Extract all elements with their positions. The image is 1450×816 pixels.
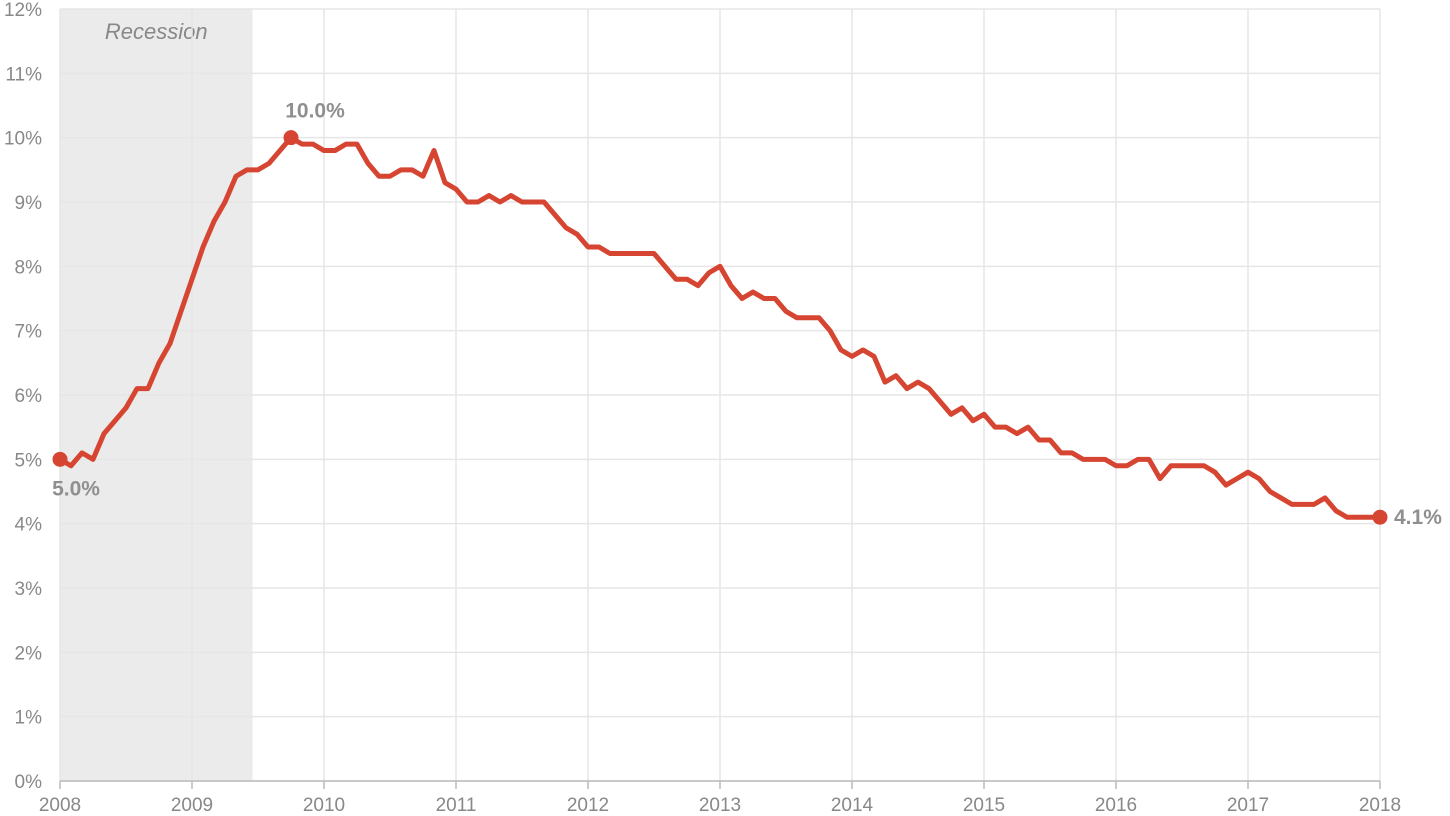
x-tick-label: 2009: [171, 795, 213, 816]
annotation-layer: 5.0% 10.0% 4.1%: [52, 100, 1442, 530]
grid-layer: [59, 8, 1381, 782]
x-tick-label: 2014: [831, 795, 874, 816]
x-tick-label: 2011: [436, 795, 477, 816]
x-tick-label: 2013: [699, 795, 741, 816]
y-tick-label: 5%: [15, 450, 43, 471]
y-tick-label: 4%: [15, 515, 43, 536]
recession-label: Recession: [105, 19, 208, 44]
annotation-point: [52, 451, 68, 467]
unemployment-series-line: [57, 135, 1383, 520]
annotation-point: [1372, 509, 1388, 525]
x-tick-label: 2008: [39, 795, 81, 816]
annotation-point: [283, 130, 299, 146]
series-layer: [57, 135, 1383, 520]
y-tick-label: 8%: [15, 257, 43, 278]
axis-layer: 0% 1% 2% 3% 4% 5% 6% 7% 8% 9% 10% 11% 12% 2008 2009 201…: [4, 0, 1401, 816]
y-tick-label: 12%: [4, 0, 42, 21]
x-tick-label: 2012: [567, 795, 609, 816]
y-tick-label: 11%: [5, 64, 42, 85]
y-tick-label: 0%: [15, 772, 43, 793]
annotation-label: 10.0%: [285, 100, 345, 123]
x-tick-label: 2017: [1227, 795, 1269, 816]
annotation-label: 4.1%: [1394, 506, 1442, 529]
x-tick-label: 2016: [1095, 795, 1137, 816]
y-tick-label: 2%: [15, 643, 43, 664]
x-tick-label: 2015: [963, 795, 1005, 816]
x-tick-label: 2018: [1359, 795, 1401, 816]
y-tick-label: 1%: [15, 708, 43, 729]
x-tick-label: 2010: [303, 795, 345, 816]
y-tick-label: 10%: [4, 129, 42, 150]
annotation-label: 5.0%: [52, 477, 100, 500]
y-tick-label: 7%: [15, 322, 43, 343]
y-tick-label: 6%: [15, 386, 43, 407]
y-tick-label: 3%: [15, 579, 43, 600]
y-tick-label: 9%: [15, 193, 43, 214]
